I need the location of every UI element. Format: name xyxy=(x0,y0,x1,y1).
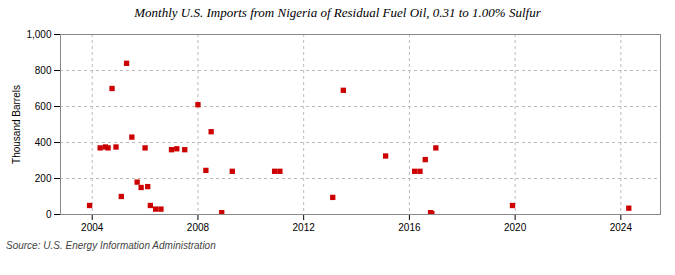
svg-text:2004: 2004 xyxy=(81,222,104,233)
svg-text:0: 0 xyxy=(46,209,52,220)
svg-text:2020: 2020 xyxy=(504,222,527,233)
svg-text:600: 600 xyxy=(35,101,52,112)
svg-text:800: 800 xyxy=(35,65,52,76)
svg-text:Thousand Barrels: Thousand Barrels xyxy=(11,85,22,164)
svg-text:2008: 2008 xyxy=(187,222,210,233)
svg-text:2012: 2012 xyxy=(293,222,316,233)
svg-text:2024: 2024 xyxy=(610,222,633,233)
svg-text:1,000: 1,000 xyxy=(26,29,51,40)
svg-text:400: 400 xyxy=(35,137,52,148)
svg-text:2016: 2016 xyxy=(398,222,421,233)
svg-text:200: 200 xyxy=(35,173,52,184)
html-text:Source: U.S. Energy Informatio: Source: U.S. Energy Information Administ… xyxy=(6,240,216,251)
html-text:Monthly U.S. Imports from Nige: Monthly U.S. Imports from Nigeria of Res… xyxy=(134,5,541,20)
